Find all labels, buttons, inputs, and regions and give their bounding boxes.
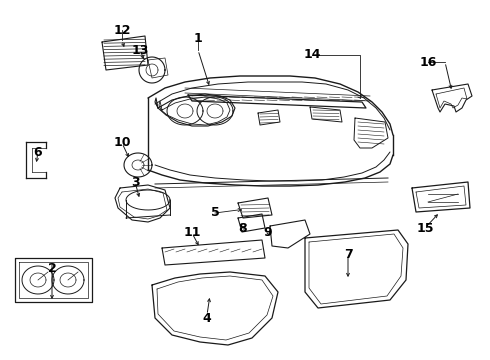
Text: 9: 9 (264, 225, 272, 238)
Text: 16: 16 (419, 55, 437, 68)
Text: 12: 12 (113, 23, 131, 36)
Text: 7: 7 (343, 248, 352, 261)
Text: 3: 3 (131, 175, 139, 189)
Text: 8: 8 (239, 221, 247, 234)
Text: 11: 11 (183, 226, 201, 239)
Text: 4: 4 (203, 311, 211, 324)
Text: 2: 2 (48, 261, 56, 274)
Text: 13: 13 (131, 44, 148, 57)
Text: 1: 1 (194, 31, 202, 45)
Text: 10: 10 (113, 136, 131, 149)
Text: 15: 15 (416, 221, 434, 234)
Text: 6: 6 (34, 145, 42, 158)
Text: 14: 14 (303, 49, 321, 62)
Text: 5: 5 (211, 207, 220, 220)
